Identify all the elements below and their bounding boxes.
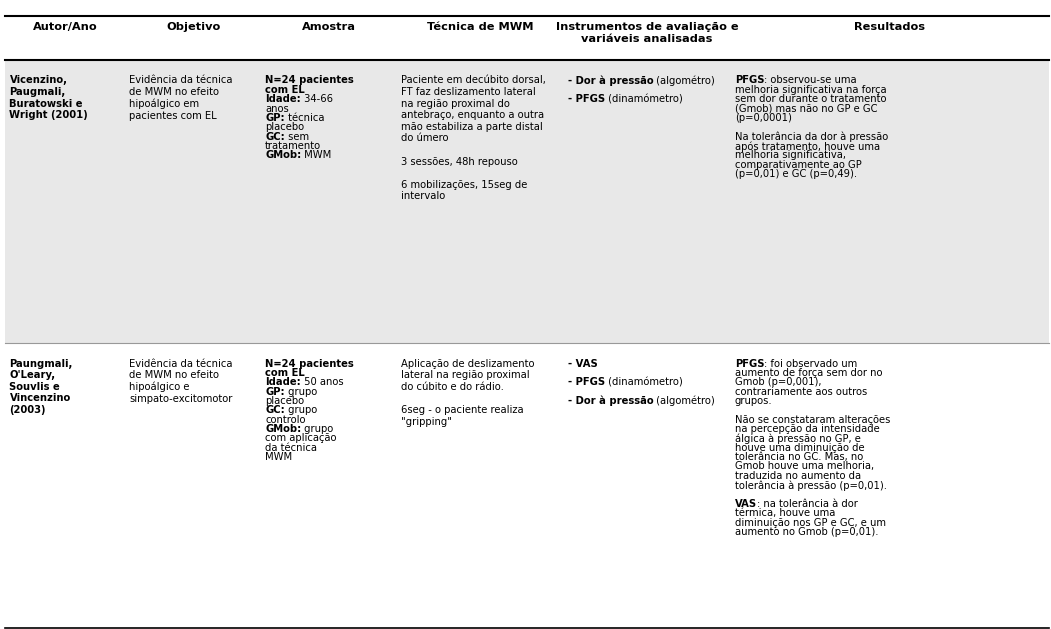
Text: Amostra: Amostra bbox=[302, 22, 356, 32]
Bar bbox=[5, 343, 1049, 628]
Text: tratamento: tratamento bbox=[265, 141, 322, 151]
Text: Técnica de MWM: Técnica de MWM bbox=[427, 22, 533, 32]
Text: grupos.: grupos. bbox=[735, 396, 772, 406]
Text: após tratamento, houve uma: após tratamento, houve uma bbox=[735, 141, 880, 152]
Text: controlo: controlo bbox=[265, 415, 306, 425]
Text: grupo: grupo bbox=[285, 405, 317, 415]
Text: aumento no Gmob (p=0,01).: aumento no Gmob (p=0,01). bbox=[735, 527, 879, 537]
Text: Paungmali,
O'Leary,
Souvlis e
Vincenzino
(2003): Paungmali, O'Leary, Souvlis e Vincenzino… bbox=[9, 359, 73, 415]
Text: - PFGS: - PFGS bbox=[568, 377, 605, 387]
Text: Aplicação de deslizamento
lateral na região proximal
do cúbito e do rádio.

6seg: Aplicação de deslizamento lateral na reg… bbox=[400, 359, 534, 426]
Text: N=24 pacientes: N=24 pacientes bbox=[265, 359, 354, 369]
Text: com EL: com EL bbox=[265, 85, 305, 95]
Text: (p=0,0001): (p=0,0001) bbox=[735, 113, 791, 123]
Text: (algométro): (algométro) bbox=[654, 396, 715, 406]
Text: técnica: técnica bbox=[285, 113, 325, 123]
Text: GC:: GC: bbox=[265, 131, 285, 142]
Text: grupo: grupo bbox=[302, 424, 333, 434]
Text: GMob:: GMob: bbox=[265, 424, 302, 434]
Text: Na tolerância da dor à pressão: Na tolerância da dor à pressão bbox=[735, 131, 888, 142]
Text: GMob:: GMob: bbox=[265, 150, 302, 160]
Text: (dinamómetro): (dinamómetro) bbox=[605, 377, 683, 387]
Text: : observou-se uma: : observou-se uma bbox=[764, 75, 857, 86]
Text: 34-66: 34-66 bbox=[301, 94, 333, 104]
Text: Evidência da técnica
de MWM no efeito
hipoálgico em
pacientes com EL: Evidência da técnica de MWM no efeito hi… bbox=[129, 75, 233, 121]
Text: - Dor à pressão: - Dor à pressão bbox=[568, 396, 654, 406]
Text: grupo: grupo bbox=[285, 387, 317, 397]
Text: (p=0,01) e GC (p=0,49).: (p=0,01) e GC (p=0,49). bbox=[735, 169, 857, 179]
Text: comparativamente ao GP: comparativamente ao GP bbox=[735, 160, 862, 170]
Text: PFGS: PFGS bbox=[735, 75, 764, 86]
Text: traduzida no aumento da: traduzida no aumento da bbox=[735, 471, 861, 481]
Text: VAS: VAS bbox=[735, 499, 757, 509]
Text: tolerância à pressão (p=0,01).: tolerância à pressão (p=0,01). bbox=[735, 480, 887, 491]
Text: - PFGS: - PFGS bbox=[568, 94, 605, 104]
Text: (Gmob) mas não no GP e GC: (Gmob) mas não no GP e GC bbox=[735, 104, 878, 114]
Text: com aplicação: com aplicação bbox=[265, 433, 336, 443]
Bar bbox=[5, 60, 1049, 343]
Text: Autor/Ano: Autor/Ano bbox=[33, 22, 98, 32]
Text: sem dor durante o tratamento: sem dor durante o tratamento bbox=[735, 94, 886, 104]
Text: da técnica: da técnica bbox=[265, 443, 317, 453]
Text: : na tolerância à dor: : na tolerância à dor bbox=[757, 499, 858, 509]
Text: diminuição nos GP e GC, e um: diminuição nos GP e GC, e um bbox=[735, 518, 886, 528]
Text: (dinamómetro): (dinamómetro) bbox=[605, 94, 683, 104]
Text: álgica à pressão no GP, e: álgica à pressão no GP, e bbox=[735, 433, 861, 444]
Text: com EL: com EL bbox=[265, 368, 305, 378]
Text: GC:: GC: bbox=[265, 405, 285, 415]
Text: Gmob (p=0,001),: Gmob (p=0,001), bbox=[735, 377, 821, 387]
Text: - VAS: - VAS bbox=[568, 359, 598, 369]
Text: houve uma diminuição de: houve uma diminuição de bbox=[735, 443, 864, 453]
Text: Idade:: Idade: bbox=[265, 377, 301, 387]
Text: 50 anos: 50 anos bbox=[301, 377, 344, 387]
Text: Instrumentos de avaliação e
variáveis analisadas: Instrumentos de avaliação e variáveis an… bbox=[556, 22, 739, 43]
Text: Não se constataram alterações: Não se constataram alterações bbox=[735, 415, 890, 425]
Text: aumento de força sem dor no: aumento de força sem dor no bbox=[735, 368, 882, 378]
Text: sem: sem bbox=[285, 131, 309, 142]
Text: PFGS: PFGS bbox=[735, 359, 764, 369]
Text: melhoria significativa,: melhoria significativa, bbox=[735, 150, 846, 160]
Text: Objetivo: Objetivo bbox=[166, 22, 221, 32]
Text: Vicenzino,
Paugmali,
Buratowski e
Wright (2001): Vicenzino, Paugmali, Buratowski e Wright… bbox=[9, 75, 88, 120]
Text: placebo: placebo bbox=[265, 122, 305, 132]
Text: : foi observado um: : foi observado um bbox=[764, 359, 858, 369]
Text: tolerância no GC. Mas, no: tolerância no GC. Mas, no bbox=[735, 452, 863, 462]
Text: Paciente em decúbito dorsal,
FT faz deslizamento lateral
na região proximal do
a: Paciente em decúbito dorsal, FT faz desl… bbox=[400, 75, 545, 201]
Text: Evidência da técnica
de MWM no efeito
hipoálgico e
simpato-excitomotor: Evidência da técnica de MWM no efeito hi… bbox=[129, 359, 233, 404]
Text: na percepção da intensidade: na percepção da intensidade bbox=[735, 424, 880, 434]
Text: melhoria significativa na força: melhoria significativa na força bbox=[735, 85, 886, 95]
Text: GP:: GP: bbox=[265, 113, 285, 123]
Text: - Dor à pressão: - Dor à pressão bbox=[568, 75, 654, 86]
Text: anos: anos bbox=[265, 104, 289, 114]
Text: Idade:: Idade: bbox=[265, 94, 301, 104]
Text: térmica, houve uma: térmica, houve uma bbox=[735, 508, 836, 518]
Text: N=24 pacientes: N=24 pacientes bbox=[265, 75, 354, 86]
Text: placebo: placebo bbox=[265, 396, 305, 406]
Text: Resultados: Resultados bbox=[854, 22, 925, 32]
Text: (algométro): (algométro) bbox=[654, 75, 715, 86]
Text: Gmob houve uma melhoria,: Gmob houve uma melhoria, bbox=[735, 462, 874, 472]
Text: MWM: MWM bbox=[265, 452, 292, 462]
Text: GP:: GP: bbox=[265, 387, 285, 397]
Text: MWM: MWM bbox=[302, 150, 332, 160]
Bar bbox=[5, 16, 1049, 60]
Text: contrariamente aos outros: contrariamente aos outros bbox=[735, 387, 867, 397]
